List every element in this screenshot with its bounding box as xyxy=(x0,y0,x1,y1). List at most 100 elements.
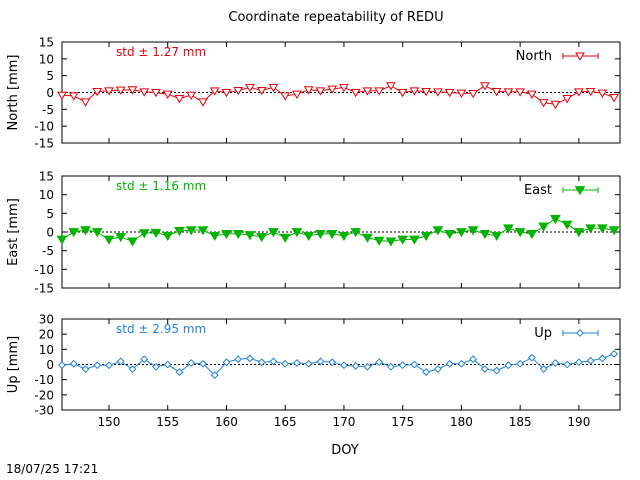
y-axis-label: North [mm] xyxy=(6,55,21,131)
data-point xyxy=(504,361,513,370)
data-point xyxy=(57,91,67,100)
data-point xyxy=(397,235,409,245)
data-point xyxy=(585,87,596,97)
y-tick-label: -10 xyxy=(34,373,54,387)
data-point xyxy=(80,98,91,107)
data-point xyxy=(444,89,455,98)
data-point xyxy=(491,87,502,97)
data-point xyxy=(586,356,595,365)
data-point xyxy=(140,355,149,364)
data-point xyxy=(280,92,291,101)
y-tick-label: -30 xyxy=(34,404,54,418)
data-point xyxy=(514,228,526,238)
data-point xyxy=(268,83,279,93)
data-point xyxy=(515,88,526,97)
data-point xyxy=(563,360,572,369)
y-tick-label: 15 xyxy=(39,36,54,50)
data-point xyxy=(116,357,125,366)
data-point xyxy=(234,355,243,364)
data-point xyxy=(292,90,302,99)
data-point xyxy=(479,229,491,240)
data-point xyxy=(340,361,348,370)
x-tick-label: 165 xyxy=(274,415,297,429)
data-point xyxy=(69,359,78,368)
data-point xyxy=(421,87,432,97)
data-point xyxy=(127,237,138,247)
legend-label: North xyxy=(516,49,552,64)
data-point xyxy=(456,89,467,98)
data-point xyxy=(199,359,207,368)
data-point xyxy=(387,362,395,371)
data-point xyxy=(397,89,408,98)
data-point xyxy=(315,229,326,240)
y-tick-label: 5 xyxy=(46,69,54,83)
data-point xyxy=(503,88,514,97)
data-point xyxy=(303,231,315,241)
chart-panels: -15 -10 -5 0 5 10 15 North [mm] std ± 1.27 mm Nor… xyxy=(6,36,621,458)
data-point xyxy=(209,87,220,96)
data-point xyxy=(328,358,337,367)
data-point xyxy=(150,228,162,239)
data-point xyxy=(104,87,114,96)
data-point xyxy=(81,365,90,373)
x-tick-label: 170 xyxy=(332,415,355,429)
data-point xyxy=(432,226,444,236)
legend-marker xyxy=(576,329,584,337)
data-point xyxy=(68,92,79,101)
data-point xyxy=(256,86,267,96)
data-point xyxy=(281,359,290,368)
data-point xyxy=(327,85,338,94)
data-point xyxy=(152,362,160,371)
y-tick-label: 20 xyxy=(39,328,54,342)
data-point xyxy=(538,99,549,108)
data-point xyxy=(573,228,585,238)
data-point xyxy=(491,231,503,241)
data-point xyxy=(187,359,196,367)
data-point xyxy=(174,95,185,104)
data-point xyxy=(315,87,326,96)
data-point xyxy=(185,226,197,236)
data-point xyxy=(222,358,231,367)
data-point xyxy=(550,100,561,110)
data-point xyxy=(105,361,113,370)
data-point xyxy=(350,228,362,238)
x-tick-label: 150 xyxy=(98,415,121,429)
data-point xyxy=(115,232,127,243)
y-tick-label: 0 xyxy=(46,358,54,372)
y-tick-label: 0 xyxy=(46,226,54,240)
x-tick-label: 180 xyxy=(450,415,473,429)
data-point xyxy=(80,226,91,236)
data-point xyxy=(198,98,208,107)
x-tick-label: 185 xyxy=(509,415,532,429)
y-tick-label: -15 xyxy=(34,137,54,151)
timestamp: 18/07/25 17:21 xyxy=(6,462,98,476)
data-point xyxy=(516,359,525,368)
data-point xyxy=(268,228,279,238)
std-annotation: std ± 2.95 mm xyxy=(116,322,206,336)
data-point xyxy=(244,231,256,241)
data-point xyxy=(232,229,244,240)
data-point xyxy=(410,360,419,369)
data-point xyxy=(127,86,138,95)
data-point xyxy=(209,231,221,241)
data-point xyxy=(480,365,489,373)
y-tick-label: -10 xyxy=(34,263,54,277)
data-point xyxy=(245,83,255,93)
data-point xyxy=(444,229,456,240)
panel-east: -15 -10 -5 0 5 10 15 East [mm] std ± 1.16 mm East xyxy=(6,170,621,296)
data-point xyxy=(291,228,303,238)
data-point xyxy=(303,86,314,95)
y-tick-label: 30 xyxy=(39,313,54,327)
data-point xyxy=(503,224,514,234)
data-point xyxy=(363,362,372,371)
data-point xyxy=(561,220,573,230)
data-point xyxy=(175,368,184,376)
data-point xyxy=(433,88,443,97)
data-point xyxy=(279,233,291,243)
data-point xyxy=(316,357,325,366)
y-axis-label: East [mm] xyxy=(6,198,21,266)
data-point xyxy=(551,359,560,367)
data-point xyxy=(221,89,232,98)
data-point xyxy=(469,355,478,364)
